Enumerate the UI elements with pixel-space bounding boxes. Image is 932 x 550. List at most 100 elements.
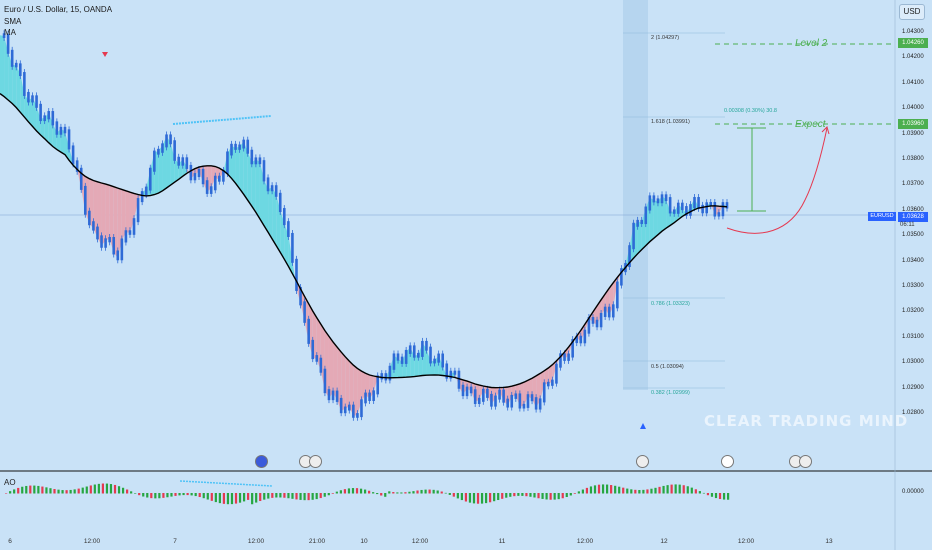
ao-bar — [311, 493, 314, 500]
candle — [575, 335, 579, 344]
ao-bar — [134, 493, 137, 494]
candle — [546, 381, 550, 387]
ao-bar — [202, 493, 205, 499]
price-tick: 1.03600 — [902, 206, 924, 213]
ao-bar — [166, 493, 169, 498]
ao-bar — [57, 489, 60, 494]
ma-fill — [36, 105, 41, 136]
candle — [193, 173, 197, 181]
candle — [668, 197, 672, 214]
ao-bar — [448, 493, 451, 495]
indicator-ma-label[interactable]: MA — [4, 28, 16, 37]
ao-bar — [601, 484, 605, 494]
ao-bar — [303, 493, 306, 501]
us-flag-icon[interactable] — [799, 455, 812, 468]
price-tick: 1.02800 — [902, 410, 924, 416]
ao-bar — [21, 486, 24, 494]
ao-bar — [694, 489, 697, 494]
candle — [437, 353, 440, 363]
candle — [67, 129, 71, 150]
ao-bar — [396, 492, 399, 494]
ma-fill — [60, 128, 65, 155]
ao-bar — [359, 488, 363, 494]
currency-button[interactable]: USD — [899, 4, 925, 20]
ao-bar — [509, 493, 512, 497]
event-icon[interactable] — [255, 455, 268, 468]
ao-bar — [174, 493, 177, 496]
ao-bar — [634, 489, 637, 494]
ao-bar — [573, 493, 576, 494]
ma-fill — [365, 373, 370, 399]
moving-average-line — [0, 93, 728, 389]
ma-fill — [430, 360, 435, 376]
candle — [222, 169, 225, 182]
ma-fill — [235, 146, 240, 189]
ao-bar — [194, 493, 197, 497]
candle — [652, 195, 656, 203]
candle — [128, 230, 132, 235]
ma-fill — [109, 185, 114, 253]
ao-bar — [388, 491, 391, 494]
price-tick: 1.03200 — [902, 308, 924, 315]
ao-bar — [69, 489, 72, 494]
price-tick: 1.04200 — [902, 54, 924, 61]
price-tick: 1.03800 — [902, 156, 924, 162]
candle — [360, 399, 363, 418]
ma-fill — [20, 74, 25, 118]
candle — [165, 134, 168, 148]
ma-fill — [662, 196, 667, 232]
ao-bar — [722, 493, 726, 500]
symbol-title[interactable]: Euro / U.S. Dollar, 15, OANDA — [4, 5, 113, 14]
candle — [226, 151, 229, 174]
candle — [664, 194, 668, 202]
level-2-label: Level 2 — [795, 38, 828, 49]
lightning-icon[interactable] — [721, 455, 734, 468]
ao-bar — [323, 493, 326, 497]
candle — [514, 393, 518, 399]
candle — [469, 386, 473, 394]
candle — [71, 145, 75, 165]
candle — [555, 363, 558, 384]
ao-bar — [581, 489, 584, 494]
candle — [88, 210, 91, 226]
ao-bar — [630, 489, 633, 494]
projection-curve — [726, 127, 828, 234]
ao-bar — [521, 493, 524, 496]
ao-bar — [698, 491, 701, 494]
candle — [689, 204, 692, 216]
candle — [644, 206, 648, 225]
ao-bar — [77, 488, 80, 494]
indicator-sma-label[interactable]: SMA — [4, 17, 22, 26]
us-flag-icon[interactable] — [636, 455, 649, 468]
ao-bar — [545, 493, 548, 500]
ao-bar — [113, 484, 117, 494]
candle — [356, 413, 359, 418]
price-tick: 1.04300 — [902, 29, 924, 35]
ao-bar — [537, 493, 540, 499]
candle — [157, 148, 160, 155]
candle — [530, 394, 534, 402]
time-tick: 13 — [825, 538, 833, 545]
candle — [380, 373, 384, 380]
ao-bar — [658, 486, 661, 494]
candle — [136, 198, 140, 223]
candle — [656, 198, 660, 204]
fib-level-05: 0.5 (1.03094) — [651, 364, 684, 370]
ao-bar — [493, 493, 496, 502]
ao-bar — [662, 485, 665, 494]
candle — [343, 406, 347, 414]
candle — [323, 368, 327, 394]
time-tick: 10 — [360, 538, 368, 545]
fib-extension-box[interactable] — [623, 0, 648, 390]
candle — [108, 237, 111, 243]
ao-bar — [142, 493, 145, 497]
price-tick: 1.04000 — [902, 105, 924, 112]
ao-indicator-label[interactable]: AO — [4, 478, 16, 487]
ao-bar — [472, 493, 476, 504]
ma-fill — [702, 204, 707, 212]
candle — [291, 232, 294, 263]
candle — [713, 202, 717, 217]
candle — [372, 390, 375, 401]
us-flag-icon[interactable] — [309, 455, 322, 468]
